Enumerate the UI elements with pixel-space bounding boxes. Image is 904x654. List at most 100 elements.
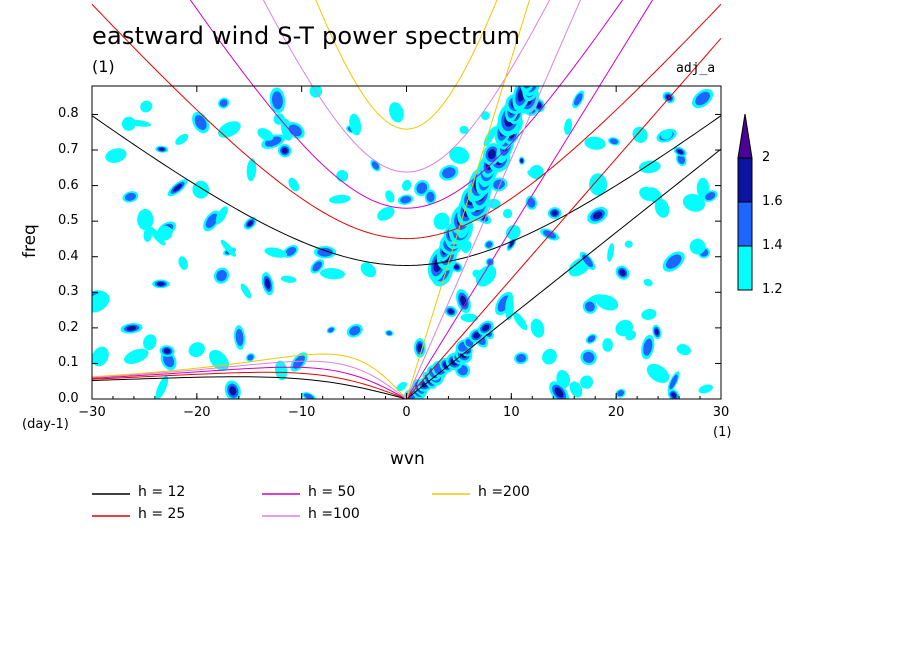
contour-level-0 [218,121,241,138]
contour-level-2 [482,324,490,332]
power-blob [209,349,229,371]
contour-level-1 [666,254,682,269]
rossby-curve [91,366,407,400]
power-blob [224,380,241,399]
power-blob [414,338,426,358]
contour-level-0 [288,177,300,192]
contour-level-2 [551,210,558,216]
contour-level-0 [273,113,285,125]
power-blob [480,111,490,121]
contour-level-2 [281,147,288,154]
power-blob [329,194,351,204]
contour-level-0 [215,206,228,224]
contour-level-0 [389,102,404,123]
power-blob [377,206,395,221]
power-blob [662,251,685,272]
power-blob [529,164,544,180]
contour-level-0 [360,262,377,278]
y-tick-label: 0.7 [58,142,79,158]
contour-level-2 [173,183,183,192]
contour-level-0 [607,243,615,262]
contour-level-2 [448,308,454,314]
contour-level-0 [209,349,229,371]
contour-level-1 [205,213,218,229]
contour-level-1 [285,246,297,256]
power-blob [105,148,127,163]
power-blob [273,113,285,125]
power-blob [140,100,153,113]
power-blob [547,207,562,220]
x-tick-label: −10 [287,405,316,420]
power-blob [396,381,407,392]
contour-level-0 [158,225,173,241]
power-blob [602,338,613,352]
contour-level-2 [654,328,659,336]
contour-level-0 [257,128,274,141]
legend-label: h =200 [478,484,530,500]
power-blob [624,240,633,248]
power-blob [676,344,691,356]
contour-level-1 [574,93,583,106]
power-blob [444,305,458,317]
power-blob [155,145,169,153]
power-blob [234,325,246,350]
x-tick-label: 30 [712,405,730,420]
kelvin-curve [406,0,582,400]
power-blob [698,384,713,394]
curve-h50 [91,0,654,400]
contour-level-0 [155,375,169,399]
contour-level-2 [126,325,137,331]
contour-level-1 [292,355,305,369]
power-blob [643,278,653,287]
contour-level-1 [493,179,505,190]
rossby-curve [91,376,407,400]
power-blob [158,225,173,241]
x-tick-label: 10 [503,405,520,420]
contour-level-0 [480,111,490,121]
contour-level-2 [156,281,165,286]
power-blob [502,208,513,219]
power-blob [143,334,157,351]
contour-level-0 [638,160,661,174]
power-blob [585,333,597,344]
power-blob [660,129,673,140]
power-blob [385,330,394,337]
power-blob [389,102,404,123]
chart-title: eastward wind S-T power spectrum [92,22,521,50]
chart-subtitle: (1) [92,57,115,76]
contour-level-0 [433,212,450,230]
contour-level-0 [127,119,152,127]
power-blob [641,308,657,320]
contour-level-0 [624,240,633,248]
contour-level-0 [643,278,653,287]
power-blob [178,256,188,270]
contour-level-1 [235,328,244,347]
y-tick-label: 0.0 [58,391,79,406]
y-tick-label: 0.4 [58,248,79,264]
y-tick-label: 0.8 [58,106,79,122]
power-blob [460,313,478,323]
contour-level-0 [641,308,657,320]
power-blob [277,143,292,158]
contour-level-1 [587,335,596,343]
colorbar-extend-arrow [737,113,753,159]
contour-level-1 [609,138,619,145]
power-blob [654,198,670,218]
colorbar-swatch [737,157,753,203]
power-blob [689,238,706,255]
power-blob [702,190,718,202]
contour-level-0 [148,226,166,246]
gravity-curve [91,3,722,240]
power-blob [556,369,571,389]
power-blob [646,363,670,383]
power-blob [188,342,205,358]
kelvin-curve [406,148,722,400]
power-blob [148,226,166,246]
contour-level-0 [483,126,497,147]
contour-level-0 [240,283,252,299]
power-blob [92,346,109,367]
contour-level-2 [163,348,171,354]
power-blob [607,243,615,262]
power-blob [477,320,494,335]
contour-level-2 [158,147,165,151]
